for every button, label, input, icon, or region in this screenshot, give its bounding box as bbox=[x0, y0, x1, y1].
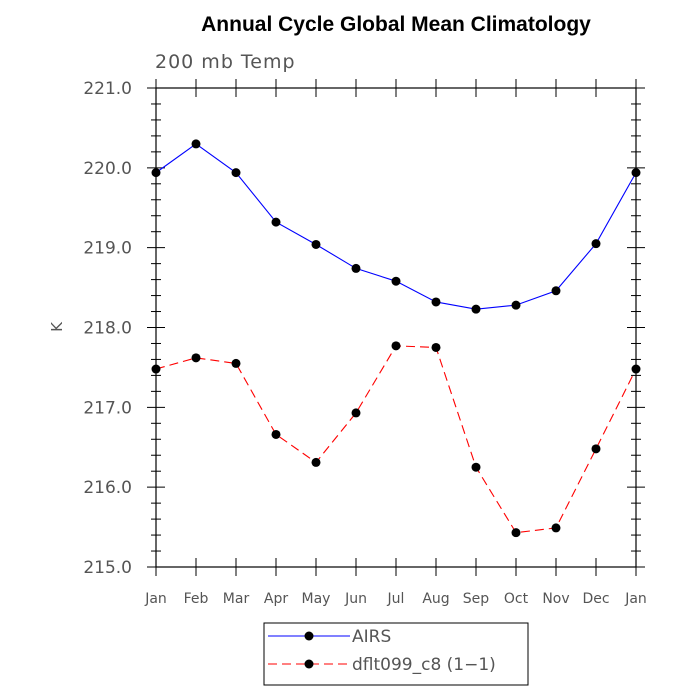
series-1-point bbox=[391, 276, 401, 286]
series-1-point bbox=[151, 168, 161, 178]
x-axis: Jan Feb Mar Apr May Jun Jul Aug Sep Oct Nov Dec Jan bbox=[144, 79, 647, 607]
y-tick-label: 221.0 bbox=[83, 79, 132, 99]
series-2-point bbox=[471, 462, 481, 472]
x-tick-label: Mar bbox=[223, 591, 250, 607]
series-layer bbox=[151, 139, 641, 538]
y-axis-label: K bbox=[48, 321, 66, 332]
x-tick-label: Jan bbox=[624, 591, 647, 607]
y-tick-label: 216.0 bbox=[83, 478, 132, 498]
series-2-point bbox=[591, 444, 601, 454]
x-tick-label: Dec bbox=[582, 591, 609, 607]
y-tick-label: 220.0 bbox=[83, 159, 132, 179]
x-tick-label: Oct bbox=[504, 591, 529, 607]
legend-label-2: dflt099_c8 (1−1) bbox=[352, 655, 496, 675]
plot-frame bbox=[155, 87, 637, 568]
series-1-point bbox=[551, 286, 561, 296]
series-2-point bbox=[151, 364, 161, 374]
series-2-point bbox=[551, 523, 561, 533]
x-tick-label: Nov bbox=[542, 591, 569, 607]
legend-marker-2 bbox=[304, 659, 314, 669]
chart-subtitle: 200 mb Temp bbox=[155, 51, 296, 73]
series-2-point bbox=[391, 341, 401, 351]
y-tick-label: 219.0 bbox=[83, 239, 132, 259]
series-1-point bbox=[231, 168, 241, 178]
x-tick-label: Jan bbox=[144, 591, 167, 607]
series-2-point bbox=[431, 342, 441, 352]
series-1-point bbox=[631, 168, 641, 178]
series-2-point bbox=[631, 364, 641, 374]
x-tick-label: Jul bbox=[387, 591, 405, 607]
legend-box bbox=[263, 622, 529, 686]
y-axis: 215.0 216.0 217.0 218.0 219.0 220.0 221.0 bbox=[83, 79, 645, 578]
x-tick-label: Feb bbox=[184, 591, 209, 607]
legend-marker-1 bbox=[304, 631, 314, 641]
chart-title: Annual Cycle Global Mean Climatology bbox=[201, 13, 591, 36]
series-1-point bbox=[351, 263, 361, 273]
series-line-2 bbox=[155, 345, 637, 534]
legend-label-1: AIRS bbox=[352, 627, 391, 647]
x-tick-label: Apr bbox=[264, 591, 288, 607]
legend: AIRS dflt099_c8 (1−1) bbox=[263, 622, 529, 686]
series-1-point bbox=[191, 139, 201, 149]
series-1-point bbox=[271, 217, 281, 227]
series-1-point bbox=[591, 239, 601, 249]
x-tick-label: Sep bbox=[463, 591, 490, 607]
series-1-point bbox=[511, 300, 521, 310]
series-1-point bbox=[431, 297, 441, 307]
series-2-point bbox=[511, 528, 521, 538]
y-tick-label: 215.0 bbox=[83, 558, 132, 578]
y-tick-label: 217.0 bbox=[83, 398, 132, 418]
series-2-point bbox=[311, 457, 321, 467]
y-tick-label: 218.0 bbox=[83, 319, 132, 339]
series-2-point bbox=[351, 408, 361, 418]
x-tick-label: May bbox=[302, 591, 331, 607]
series-1-point bbox=[471, 304, 481, 314]
x-tick-label: Aug bbox=[422, 591, 449, 607]
series-2-point bbox=[191, 353, 201, 363]
series-1-point bbox=[311, 239, 321, 249]
series-2-point bbox=[231, 358, 241, 368]
x-tick-label: Jun bbox=[344, 591, 367, 607]
series-2-point bbox=[271, 429, 281, 439]
